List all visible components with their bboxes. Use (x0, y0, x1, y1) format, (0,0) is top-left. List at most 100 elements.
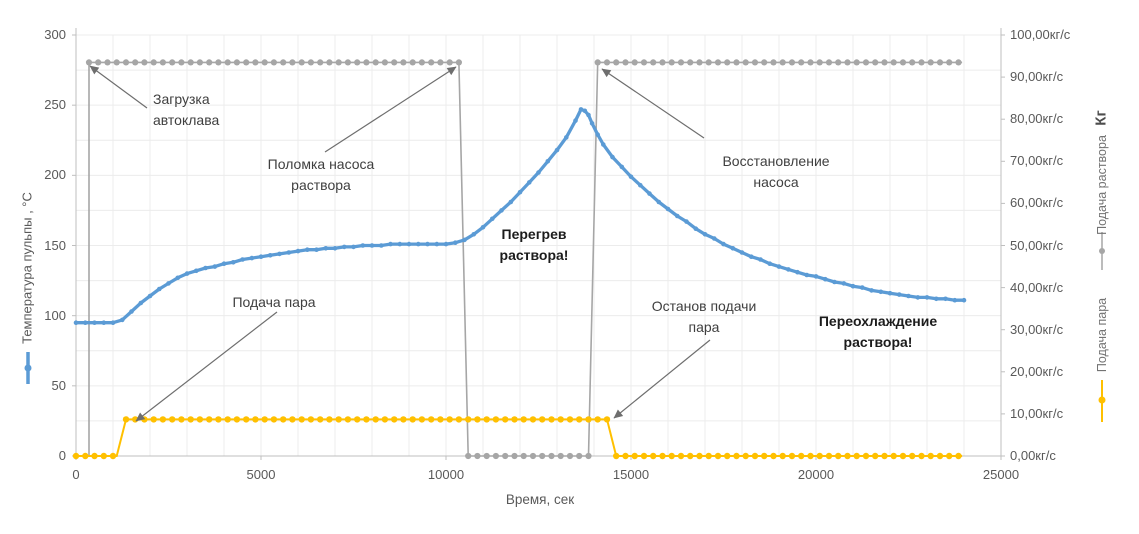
solution-series-marker (844, 59, 851, 66)
temperature-series-marker (536, 170, 541, 175)
temperature-series-marker (499, 208, 504, 213)
solution-series-marker (881, 59, 888, 66)
solution-series-marker (946, 59, 953, 66)
steam-series-marker (677, 452, 685, 460)
steam-series-marker (751, 452, 759, 460)
temperature-series-marker (490, 216, 495, 222)
temperature-series-marker (249, 255, 255, 261)
steam-series-marker (354, 416, 361, 423)
solution-series-marker (502, 452, 509, 460)
steam-series-marker (298, 416, 305, 423)
temperature-series-marker (934, 296, 939, 302)
annotation-arrow (613, 339, 711, 419)
steam-series-marker (215, 416, 222, 423)
temperature-series-marker (804, 272, 810, 278)
temperature-series-marker (462, 237, 467, 243)
solution-series-marker (585, 452, 592, 460)
annotation-line: Восстановление (722, 153, 830, 169)
steam-series-marker (853, 452, 860, 460)
steam-series-marker (446, 416, 453, 423)
steam-series-marker (483, 416, 490, 423)
temperature-series-marker (582, 108, 588, 114)
solution-series-marker (233, 59, 240, 66)
solution-series-marker (677, 59, 685, 66)
steam-series-marker (289, 416, 296, 423)
temperature-series-marker (129, 309, 134, 314)
solution-series-marker (640, 59, 648, 66)
solution-series-marker (169, 59, 176, 66)
temperature-series-marker (277, 251, 282, 257)
solution-series-marker (206, 59, 213, 66)
temperature-series-marker (739, 250, 745, 255)
solution-series-marker (798, 59, 805, 66)
left-axis-tick-label: 100 (44, 307, 66, 323)
left-axis-tick-label: 50 (51, 377, 66, 393)
solution-series-marker (862, 59, 870, 66)
solution-series-marker (317, 59, 324, 66)
steam-series-marker (807, 452, 814, 460)
solution-series-marker (224, 59, 231, 66)
annotation-arrow (324, 66, 457, 153)
steam-series-marker (696, 452, 703, 460)
temperature-series-marker (554, 147, 560, 153)
solution-series-marker (298, 59, 305, 66)
steam-series-marker (631, 452, 638, 460)
solution-series-marker (788, 59, 796, 66)
temperature-series-marker (92, 320, 97, 326)
annotation-line: Переохлаждение (818, 313, 938, 329)
temperature-series-marker (675, 213, 680, 219)
solution-series-marker (455, 59, 462, 66)
temperature-series-marker (924, 295, 930, 300)
right-axis-tick-label: 60,00кг/с (1010, 195, 1064, 211)
steam-series-marker (520, 416, 527, 423)
solution-series-marker (280, 59, 287, 66)
temperature-series-marker (120, 317, 125, 323)
solution-series-marker (668, 59, 675, 66)
solution-series-marker (714, 59, 722, 66)
steam-series-marker (687, 452, 694, 460)
steam-series-marker (585, 416, 592, 423)
steam-series-marker (899, 452, 907, 460)
solution-series-marker (539, 452, 546, 460)
solution-series-marker (779, 59, 786, 66)
steam-series-marker (317, 416, 324, 423)
solution-series-marker (761, 59, 768, 66)
solution-series-marker (132, 59, 139, 66)
solution-series-marker (150, 59, 157, 66)
annotation-line: Поломка насоса (267, 156, 375, 172)
temperature-series-marker (379, 243, 384, 248)
steam-series-marker (511, 416, 518, 423)
temperature-series-marker (601, 142, 606, 147)
temperature-series-marker (369, 243, 375, 248)
temperature-series-marker (397, 241, 403, 247)
solution-series-marker (687, 59, 694, 66)
temperature-series-marker (952, 297, 958, 303)
temperature-series-marker (795, 269, 800, 275)
solution-series-marker (474, 452, 481, 460)
x-axis-tick-label: 0 (72, 467, 80, 482)
annotation-pump-failure: Поломка насоса раствора (268, 154, 375, 196)
temperature-series-marker (915, 295, 921, 300)
temperature-series-marker (776, 264, 782, 269)
steam-series-marker (109, 452, 117, 460)
temperature-series-marker (314, 247, 319, 252)
steam-series-marker (872, 452, 879, 460)
annotation-line: Останов подачи (651, 298, 757, 314)
steam-series-marker (816, 452, 823, 460)
steam-series-marker (372, 416, 379, 423)
steam-series-marker (224, 416, 231, 423)
left-axis-tick-label: 300 (44, 27, 66, 42)
annotation-overcool: Переохлаждение раствора! (819, 311, 937, 353)
solution-series-marker (520, 452, 527, 460)
annotation-line: раствора (291, 177, 351, 193)
solution-series-marker (326, 59, 333, 66)
temperature-series-marker (83, 320, 88, 326)
temperature-series-marker (101, 320, 107, 326)
annotation-line: Подача пара (232, 294, 316, 310)
solution-series-marker (742, 59, 749, 66)
steam-series-marker (150, 416, 157, 423)
temperature-series-marker (268, 253, 273, 258)
solution-series-marker (428, 59, 435, 66)
temperature-series-marker (157, 286, 162, 292)
steam-series-marker (890, 452, 897, 460)
